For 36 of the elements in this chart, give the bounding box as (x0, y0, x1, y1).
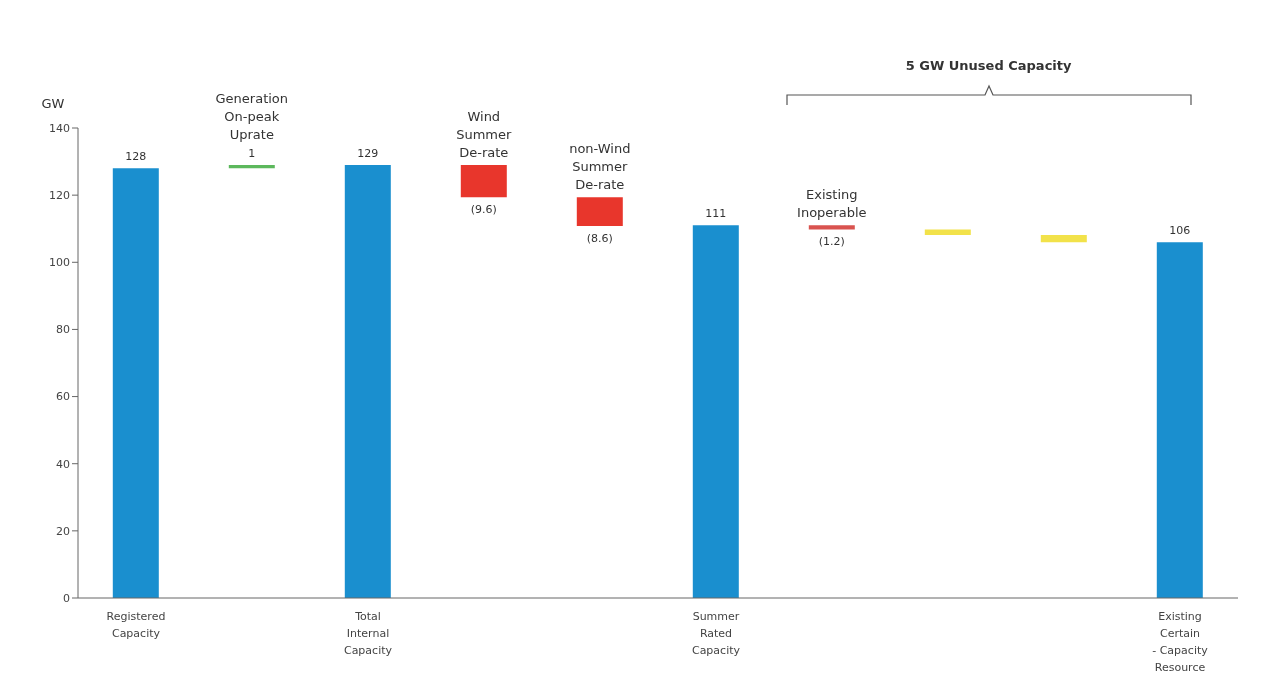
x-tick-label: Generation On-peak Uprate (215, 90, 289, 142)
x-tick-label: Existing Inoperable (797, 187, 867, 221)
y-tick-label: 40 (56, 457, 70, 471)
x-tick-label: non-Wind Summer De-rate (569, 141, 631, 193)
data-label: 129 (357, 146, 379, 160)
x-tick-label: Total Internal Capacity (343, 610, 393, 657)
bar (1156, 242, 1203, 598)
x-tick-label: Registered Capacity (106, 610, 166, 640)
y-tick-label: 20 (56, 524, 70, 538)
bar (228, 164, 275, 169)
bar (344, 164, 391, 598)
data-label: 1 (248, 146, 256, 160)
bar (1040, 235, 1087, 243)
data-label: (9.6) (470, 203, 497, 217)
x-tick-label: Wind Summer De-rate (456, 108, 513, 160)
text: 5 GW Unused Capacity (904, 58, 1073, 73)
y-tick-label: 80 (56, 323, 70, 337)
bar (112, 168, 159, 598)
x-tick-label: Existing Certain - Capacity Resource (1152, 610, 1209, 674)
y-tick-label: 0 (63, 591, 70, 605)
bar (808, 225, 855, 230)
bar (576, 197, 623, 227)
y-axis-title: GW (41, 96, 65, 111)
data-label: 106 (1169, 224, 1191, 238)
data-label: (1.2) (818, 235, 845, 249)
x-tick-label: Summer Rated Capacity (691, 610, 741, 657)
bar (924, 229, 971, 236)
bar (692, 225, 739, 598)
y-tick-label: 120 (49, 189, 70, 203)
y-tick-label: 60 (56, 390, 70, 404)
data-label: 128 (125, 150, 147, 164)
bar (460, 164, 507, 198)
y-tick-label: 100 (49, 256, 70, 270)
data-label: 111 (705, 207, 727, 221)
data-label: (8.6) (586, 232, 613, 246)
y-tick-label: 140 (49, 121, 70, 135)
